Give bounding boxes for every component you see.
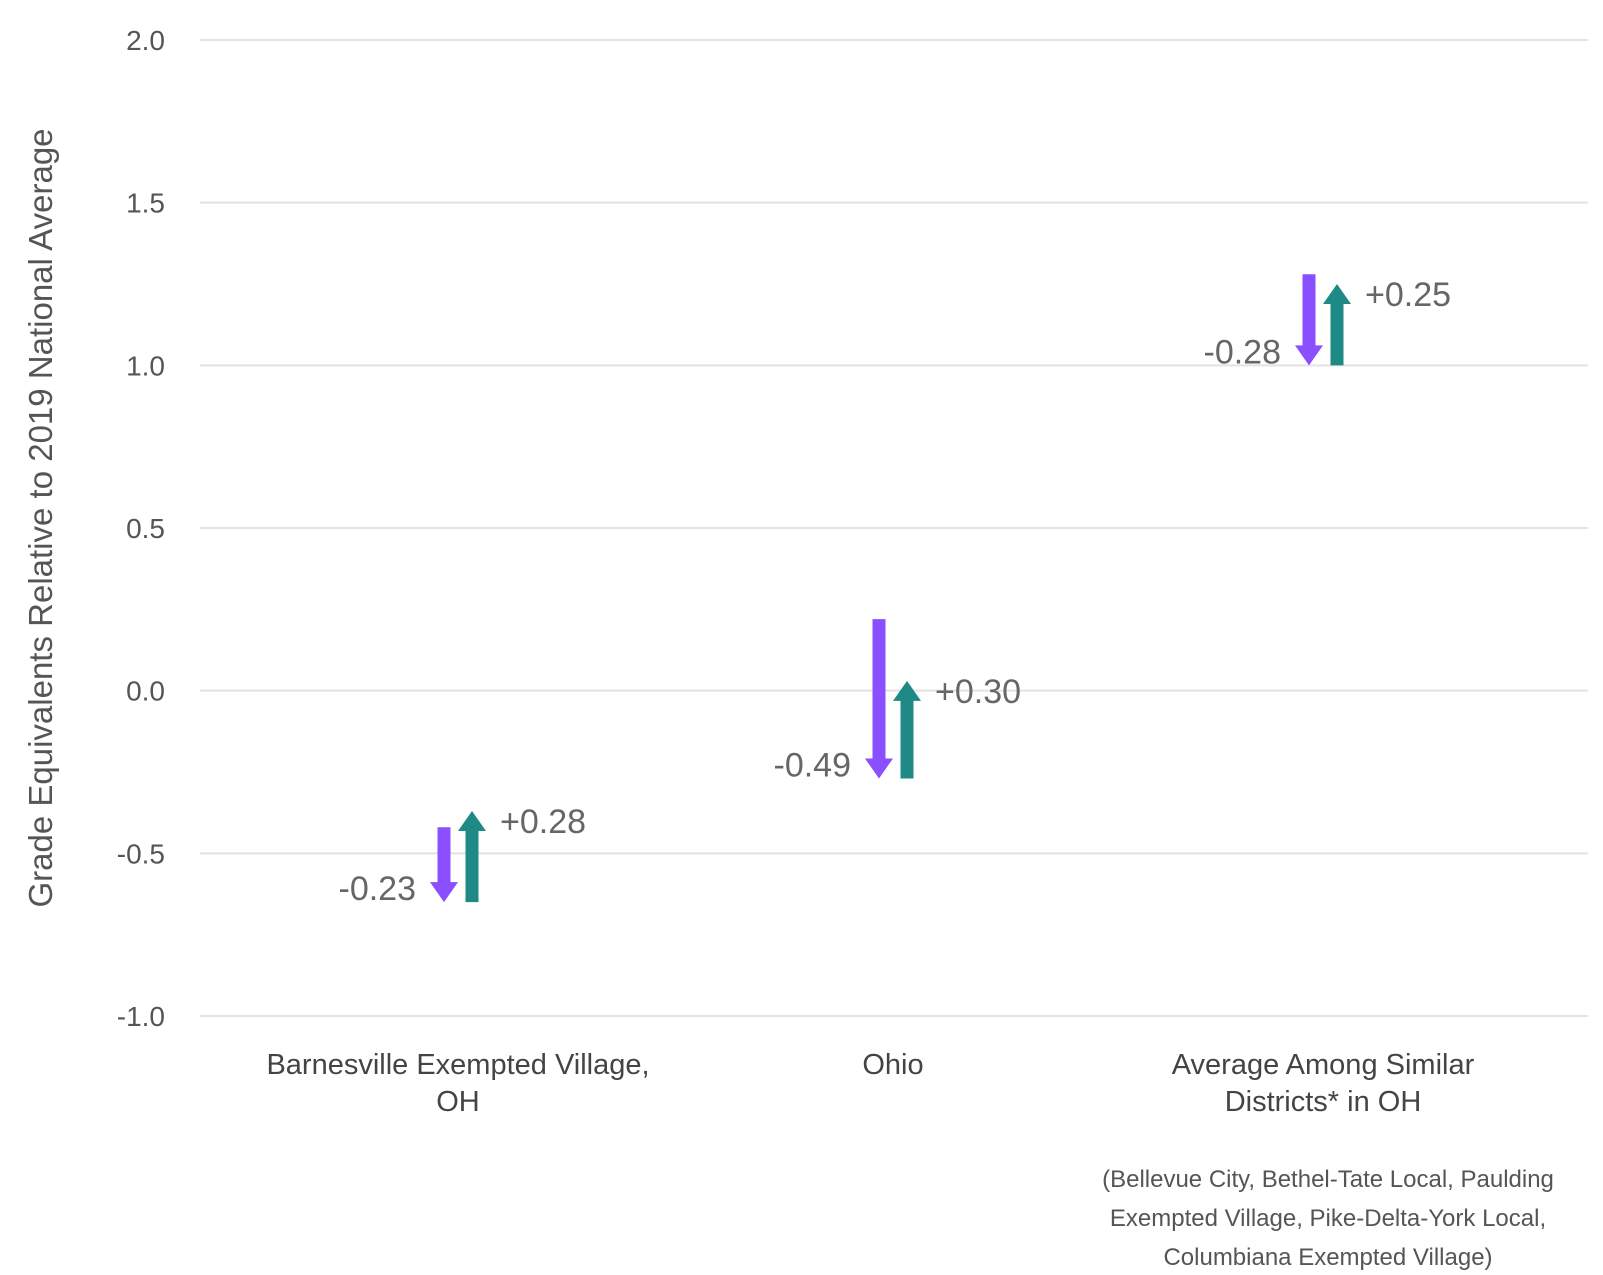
recovery-label: +0.28 (500, 803, 586, 841)
footnote-line: (Bellevue City, Bethel-Tate Local, Pauld… (1102, 1166, 1554, 1193)
recovery-arrow (1323, 284, 1351, 366)
gridlines (200, 39, 1588, 1017)
y-tick-label: 1.5 (126, 188, 165, 219)
recovery-arrow (893, 680, 921, 779)
decline-label: -0.28 (1204, 333, 1282, 371)
decline-arrow (1295, 274, 1323, 366)
y-axis-ticks: 2.0 1.5 1.0 0.5 0.0 -0.5 -1.0 (117, 25, 165, 1032)
recovery-label: +0.25 (1365, 276, 1451, 314)
y-axis-label: Grade Equivalents Relative to 2019 Natio… (22, 128, 59, 907)
y-tick-label: 1.0 (126, 350, 165, 381)
category-label: Districts* in OH (1225, 1086, 1422, 1118)
decline-arrow (430, 827, 458, 903)
recovery-arrow (458, 811, 486, 903)
category-label: Barnesville Exempted Village, (266, 1049, 649, 1081)
category-label: Average Among Similar (1172, 1049, 1475, 1081)
category-label: Ohio (862, 1049, 923, 1081)
decline-label: -0.23 (339, 870, 417, 908)
y-tick-label: 2.0 (126, 25, 165, 56)
y-tick-label: 0.5 (126, 513, 165, 544)
arrow-marks: -0.23 +0.28 -0.49 +0.30 -0.28 +0.25 (339, 274, 1451, 908)
y-tick-label: 0.0 (126, 676, 165, 707)
footnote-line: Columbiana Exempted Village) (1163, 1244, 1492, 1271)
footnote-line: Exempted Village, Pike-Delta-York Local, (1110, 1205, 1546, 1232)
category-label: OH (436, 1086, 480, 1118)
y-tick-label: -1.0 (117, 1001, 165, 1032)
footnote: (Bellevue City, Bethel-Tate Local, Pauld… (1102, 1166, 1554, 1271)
x-axis-categories: Barnesville Exempted Village, OH Ohio Avera… (266, 1049, 1474, 1118)
recovery-label: +0.30 (935, 673, 1021, 711)
y-tick-label: -0.5 (117, 838, 165, 869)
decline-label: -0.49 (774, 747, 852, 785)
decline-arrow (865, 619, 893, 779)
